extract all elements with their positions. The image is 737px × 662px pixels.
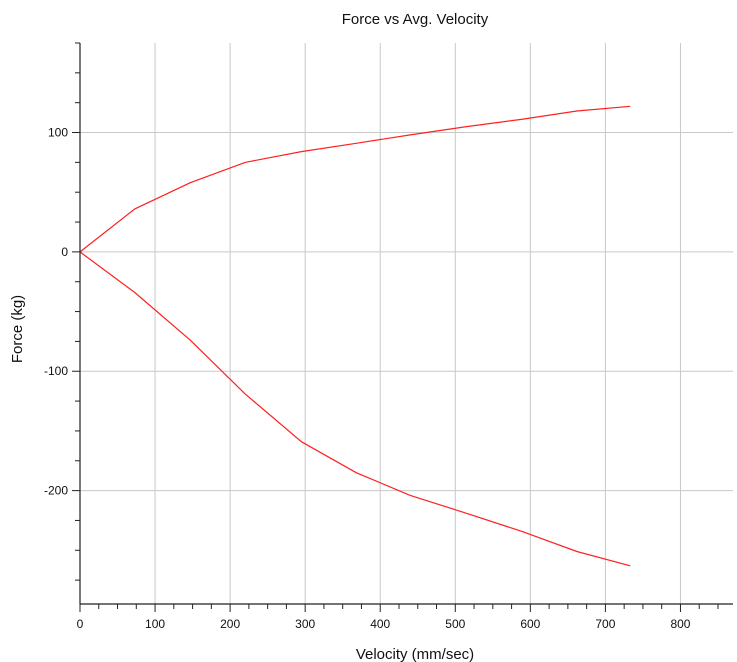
ticks: 0 100 200 300 400 500 600 700 800 -200 -100 0 100 [44,42,719,631]
x-tick-label: 700 [595,617,615,631]
chart-title: Force vs Avg. Velocity [342,11,489,28]
x-tick-label: 200 [220,617,240,631]
series-line-1 [79,105,631,253]
series-line-2 [79,251,631,567]
grid [80,43,733,604]
y-tick-label: -100 [44,364,68,378]
x-tick-label: 400 [370,617,390,631]
y-axis-label: Force (kg) [9,295,26,363]
x-tick-label: 300 [295,617,315,631]
y-tick-label: 0 [61,245,68,259]
x-tick-label: 800 [670,617,690,631]
y-tick-label: -200 [44,484,68,498]
x-tick-label: 0 [77,617,84,631]
x-tick-label: 600 [520,617,540,631]
x-axis-label: Velocity (mm/sec) [356,646,474,662]
axes [79,43,733,605]
x-tick-label: 100 [145,617,165,631]
x-tick-label: 500 [445,617,465,631]
y-tick-label: 100 [48,126,68,140]
series-layer [79,105,631,567]
